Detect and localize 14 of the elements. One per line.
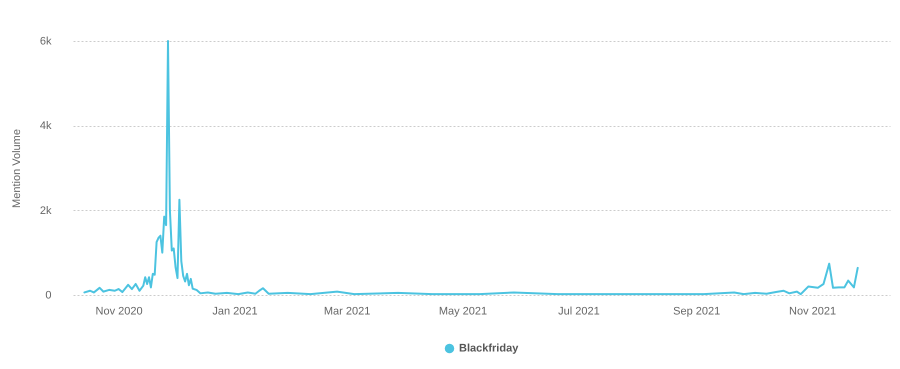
line-series [83, 40, 859, 296]
x-tick-label: Mar 2021 [324, 306, 370, 318]
x-tick-label: Nov 2021 [789, 306, 836, 318]
y-tick-label: 2k [40, 204, 52, 217]
y-tick-label: 0 [45, 290, 52, 302]
x-tick-label: Sep 2021 [673, 306, 720, 318]
y-tick-label: 6k [40, 36, 52, 48]
x-tick-label: Jul 2021 [558, 306, 600, 318]
x-tick-label: Nov 2020 [96, 306, 143, 318]
y-axis-title: Mention Volume [10, 129, 23, 208]
y-tick-label: 4k [40, 120, 52, 132]
x-tick-label: Jan 2021 [212, 306, 258, 318]
x-tick-label: May 2021 [438, 306, 488, 318]
legend-label: Blackfriday [459, 342, 520, 354]
